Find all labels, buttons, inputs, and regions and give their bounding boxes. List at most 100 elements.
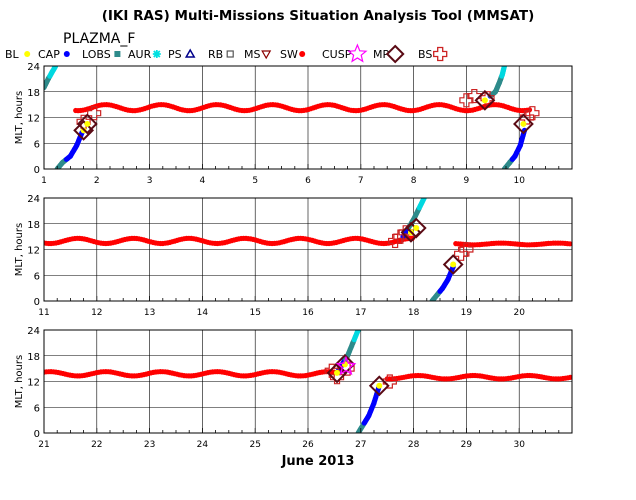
y-tick-label: 18 [27, 88, 40, 99]
x-tick-label: 22 [91, 440, 102, 450]
y-axis-label: MLT, hours [14, 91, 25, 144]
legend-marker-dot [299, 51, 306, 57]
sw-series [44, 235, 415, 247]
legend-label: BL [5, 48, 20, 61]
legend-item-cusp: CUSP [322, 43, 368, 63]
pass-point [355, 330, 361, 333]
sw-series [44, 369, 337, 379]
x-tick-label: 21 [38, 440, 49, 450]
y-tick-label: 12 [27, 246, 40, 257]
legend-marker-square-open [226, 50, 234, 58]
x-tick-label: 8 [411, 176, 417, 186]
mp-marker [513, 113, 534, 135]
y-tick-label: 12 [27, 114, 40, 125]
y-tick-label: 24 [27, 194, 40, 205]
sw-series [73, 102, 533, 114]
x-tick-label: 3 [147, 176, 153, 186]
legend-item-mp: MP [373, 44, 405, 64]
x-tick-label: 15 [249, 308, 260, 318]
x-tick-label: 10 [513, 176, 525, 186]
x-tick-label: 23 [144, 440, 155, 450]
mp-marker [474, 89, 496, 111]
legend-label: PS [168, 48, 182, 61]
legend-item-bs: BS [418, 46, 448, 62]
bl-point [520, 120, 527, 127]
x-tick-label: 19 [461, 308, 473, 318]
bl-point [341, 361, 348, 368]
grid [44, 197, 572, 302]
legend-item-ms: MS [244, 48, 272, 61]
x-minor-ticks [43, 164, 573, 169]
y-tick-label: 24 [27, 62, 40, 73]
y-axis-label: MLT, hours [14, 223, 25, 276]
legend-marker-diamond-open [385, 44, 405, 64]
bl-point [450, 261, 457, 268]
x-tick-label: 6 [305, 176, 311, 186]
y-tick-label: 24 [27, 326, 40, 337]
bl-point [376, 382, 383, 389]
page-title: (IKI RAS) Multi-Missions Situation Analy… [102, 8, 535, 24]
pass-series [355, 383, 382, 433]
mp-marker [73, 119, 95, 141]
x-tick-label: 11 [38, 308, 49, 318]
bs-marker [520, 110, 535, 125]
data-layer [44, 330, 572, 433]
bl-point [481, 97, 488, 104]
x-tick-label: 2 [94, 176, 100, 186]
x-tick-label: 9 [464, 176, 470, 186]
y-tick-label: 18 [27, 352, 40, 363]
legend-marker-dot [24, 51, 31, 57]
x-tick-label: 25 [249, 440, 260, 450]
grid [44, 329, 572, 434]
legend-item-sw: SW [280, 48, 306, 61]
bs-marker [87, 106, 102, 121]
y-tick-label: 6 [34, 403, 40, 414]
cusp-marker [335, 355, 357, 376]
sw-series [453, 240, 572, 248]
legend-label: AUR [128, 48, 152, 61]
bl-point [334, 369, 341, 376]
bs-marker [454, 246, 469, 261]
y-tick-label: 0 [34, 165, 40, 176]
y-tick-label: 6 [34, 139, 40, 150]
y-tick-label: 18 [27, 220, 40, 231]
legend-marker-dot [63, 51, 70, 57]
grid [44, 65, 572, 170]
pass-series [487, 66, 507, 99]
bs-marker [76, 114, 91, 129]
legend-label: CUSP [322, 48, 352, 61]
x-tick-label: 13 [144, 308, 155, 318]
legend-item-ps: PS [168, 48, 196, 61]
mp-marker [76, 113, 98, 135]
chart-panel-3: 0 6 12 18 24 21 22 23 24 25 26 27 28 29 30 MLT, hours [14, 326, 573, 450]
x-tick-label: 12 [91, 308, 102, 318]
data-layer [44, 66, 540, 169]
mp-marker [442, 254, 464, 275]
legend-marker-star [152, 50, 161, 58]
spacecraft-label: PLAZMA_F [63, 31, 135, 47]
legend-marker-star-open [347, 43, 368, 63]
legend-label: RB [208, 48, 223, 61]
legend-item-rb: RB [208, 48, 234, 61]
legend-item-bl: BL [5, 48, 31, 61]
mp-marker [326, 362, 348, 384]
x-axis-label: June 2013 [281, 454, 355, 469]
x-tick-label: 24 [197, 440, 209, 450]
x-tick-label: 28 [408, 440, 420, 450]
pass-point [53, 66, 59, 69]
x-tick-label: 20 [513, 308, 525, 318]
x-minor-ticks [43, 296, 573, 301]
data-layer [44, 198, 572, 301]
pass-series [54, 129, 85, 169]
bs-marker [382, 374, 397, 389]
legend-item-aur: AUR [128, 48, 161, 61]
legend: BL CAP LOBS AUR PS RB MS SW CUSP MP BS [5, 43, 448, 64]
legend-marker-square [114, 51, 121, 57]
chart-panel-2: 0 6 12 18 24 11 12 13 14 15 16 17 18 19 20 MLT, hours [14, 194, 573, 318]
x-tick-label: 27 [355, 440, 366, 450]
mp-marker [405, 217, 427, 239]
bl-point [413, 225, 420, 232]
legend-marker-cross-open [433, 46, 448, 62]
